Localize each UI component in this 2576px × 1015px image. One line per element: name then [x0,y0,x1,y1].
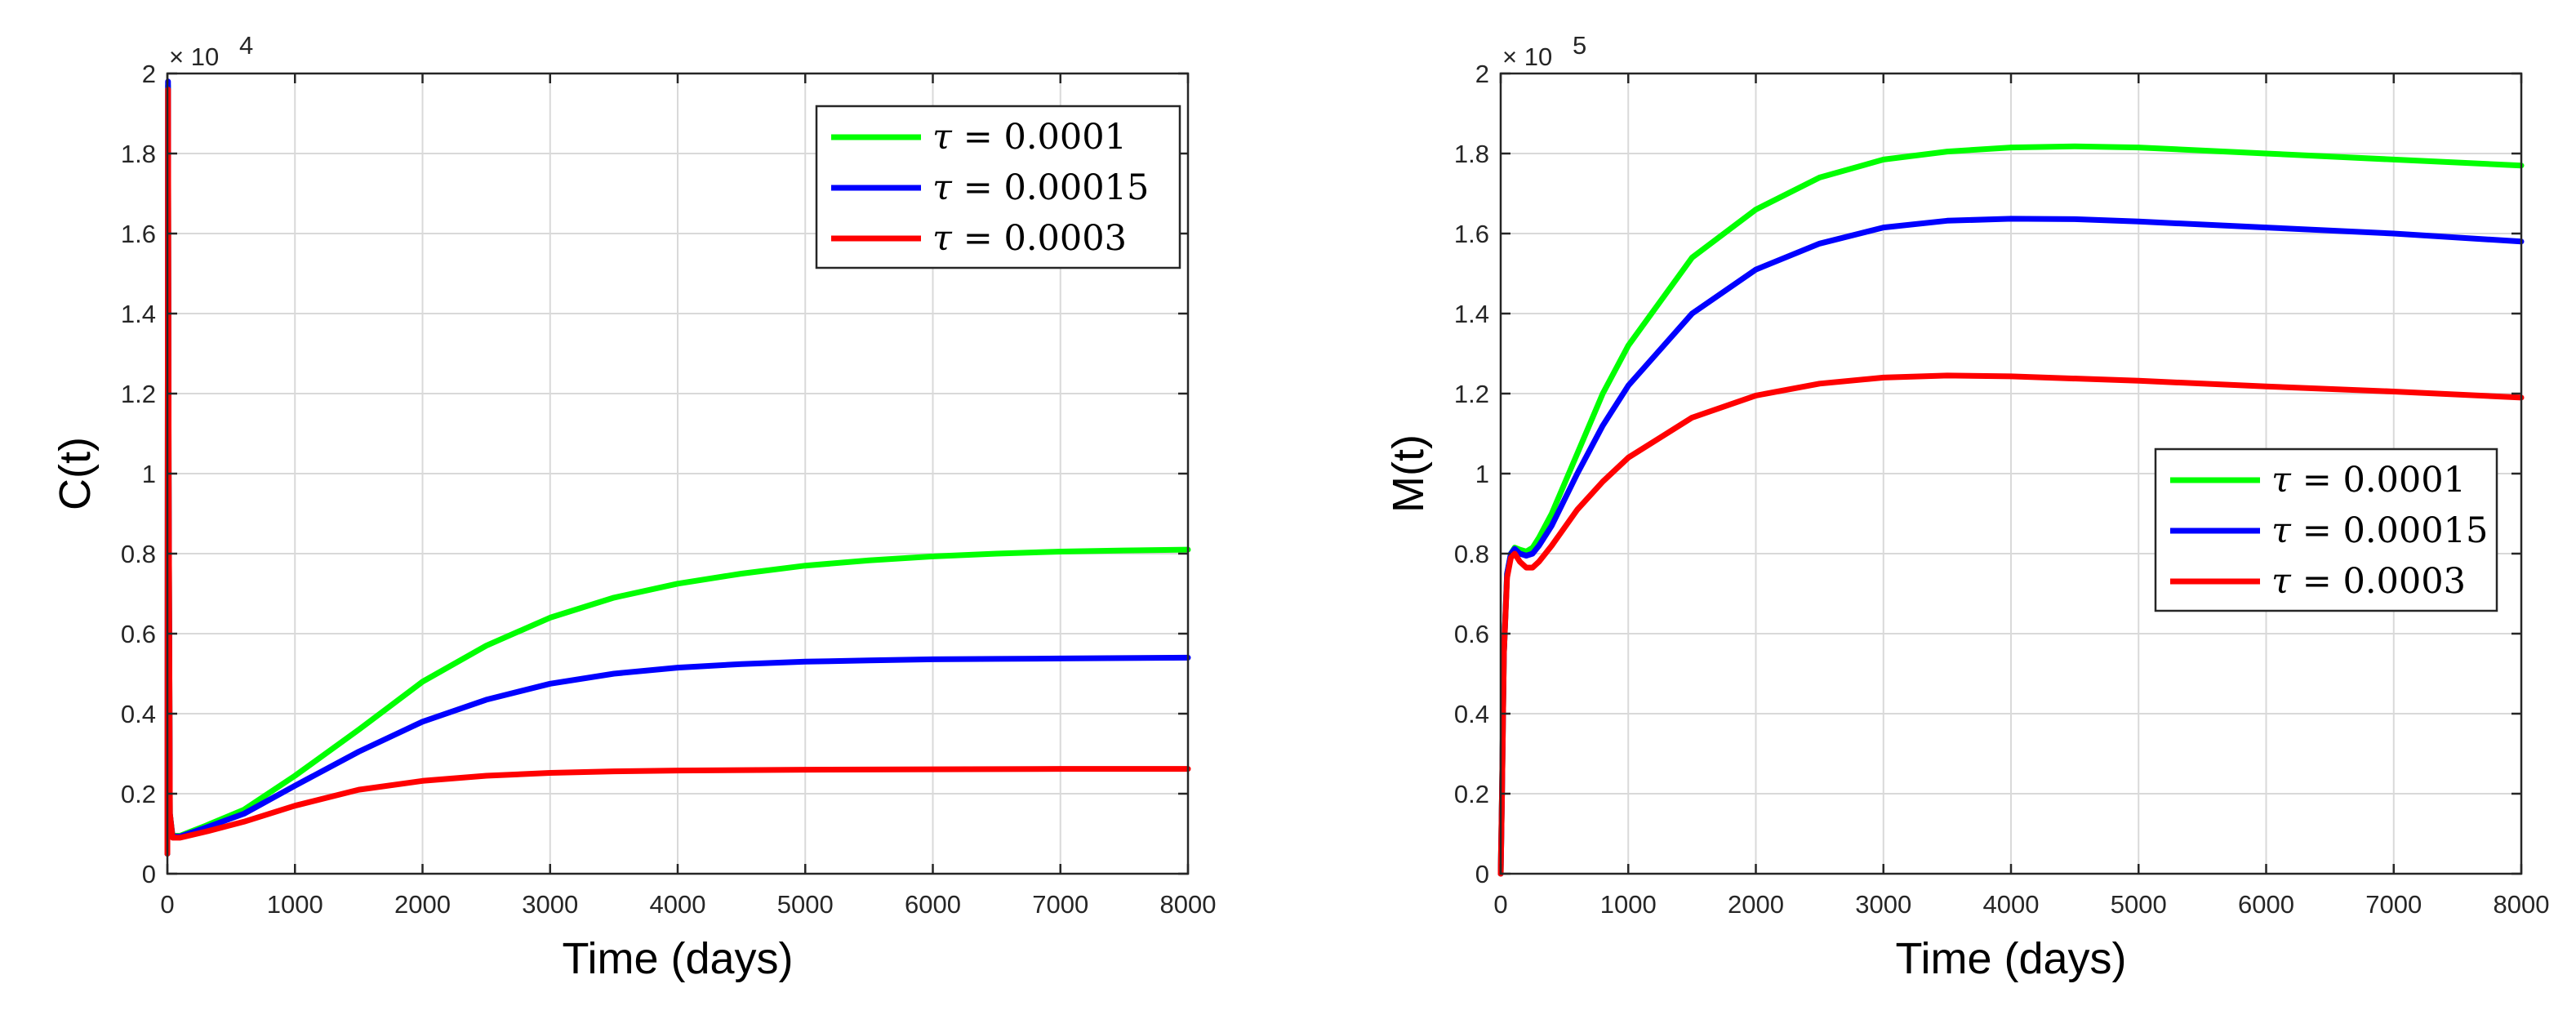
panel-m: 0 1000 2000 3000 4000 5000 6000 7000 8000 0 0.2 0.4… [1384,31,2549,983]
x-tick-label: 6000 [905,890,961,919]
y-tick-label: 0 [1475,860,1489,888]
x-tick-label: 4000 [1983,890,2040,919]
legend-label-tau-0.0001: = 0.0001 [2302,460,2466,501]
legend-label-tau-0.0003: = 0.0003 [963,218,1127,259]
y-tick-label: 2 [142,60,156,88]
x-tick-label: 3000 [522,890,578,919]
y-tick-label: 1.4 [121,300,156,328]
x-tick-label: 2000 [394,890,451,919]
x-tick-label: 4000 [650,890,706,919]
svg-text:τ= 0.0003: τ = 0.0003 [2271,561,2466,602]
y-tick-label: 1.6 [121,220,156,248]
y-tick-label: 0.8 [1454,540,1489,568]
y-tick-label: 1.6 [1454,220,1489,248]
y-tick-label: 1.2 [121,380,156,408]
y-tick-label: 0.4 [121,700,156,728]
legend: τ = 0.0001 τ = 0.00015 τ = 0.0003 [815,105,1181,269]
legend-label-tau-0.0001: = 0.0001 [963,117,1127,158]
legend-tau-symbol: τ [932,117,953,158]
panel-c: 0 1000 2000 3000 4000 5000 6000 7000 8000 0 0.2 0.4… [51,31,1216,983]
x-tick-label: 0 [160,890,174,919]
y-exponent-label: × 10 [1502,42,1552,71]
x-tick-label: 7000 [1032,890,1088,919]
legend-tau-symbol: τ [2271,561,2292,602]
series-layer [164,78,1191,857]
legend-label-tau-0.00015: = 0.00015 [2302,510,2489,551]
series-layer [1497,143,2525,877]
x-tick-label: 3000 [1855,890,1911,919]
x-tick-label: 1000 [267,890,323,919]
y-tick-label: 1.8 [121,140,156,168]
x-axis-title: Time (days) [562,934,793,983]
x-tick-label: 2000 [1728,890,1784,919]
x-tick-label: 6000 [2238,890,2294,919]
svg-text:τ= 0.0001: τ = 0.0001 [2271,460,2466,501]
legend-tau-symbol: τ [2271,510,2292,551]
x-tick-label: 0 [1493,890,1507,919]
legend-label-tau-0.00015: = 0.00015 [963,167,1150,208]
y-tick-label: 2 [1475,60,1489,88]
y-tick-label: 1.8 [1454,140,1489,168]
y-tick-label: 0 [142,860,156,888]
legend-label-tau-0.0003: = 0.0003 [2302,561,2466,602]
y-exponent-power: 4 [239,31,253,60]
svg-text:τ= 0.00015: τ = 0.00015 [2271,510,2488,551]
y-axis-title: M(t) [1384,434,1433,513]
y-axis-title: C(t) [51,437,100,510]
x-tick-label: 1000 [1600,890,1657,919]
legend-tau-symbol: τ [932,218,953,259]
x-tick-label: 8000 [2494,890,2550,919]
y-tick-label: 0.8 [121,540,156,568]
svg-text:τ= 0.0001: τ = 0.0001 [932,117,1127,158]
y-tick-label: 1 [1475,460,1489,488]
y-tick-label: 0.4 [1454,700,1489,728]
y-tick-label: 1.2 [1454,380,1489,408]
x-tick-label: 8000 [1160,890,1217,919]
series-line-tau-0.0003 [1497,372,2525,877]
x-axis-title: Time (days) [1895,934,2126,983]
ticks: 0 1000 2000 3000 4000 5000 6000 7000 8000 0 0.2 0.4… [121,60,1217,919]
y-exponent-label: × 10 [169,42,219,71]
legend-tau-symbol: τ [2271,460,2292,501]
y-tick-label: 0.6 [121,620,156,648]
grid [167,73,1189,875]
series-line-tau-0.0003 [164,87,1191,857]
ticks: 0 1000 2000 3000 4000 5000 6000 7000 8000 0 0.2 0.4… [1454,60,2550,919]
y-tick-label: 0.2 [121,780,156,808]
y-tick-label: 0.6 [1454,620,1489,648]
legend: τ = 0.0001 τ = 0.00015 τ = 0.0003 [2154,447,2498,612]
x-tick-label: 7000 [2365,890,2422,919]
y-tick-label: 1 [142,460,156,488]
y-tick-label: 1.4 [1454,300,1489,328]
svg-text:τ= 0.00015: τ = 0.00015 [932,167,1149,208]
y-tick-label: 0.2 [1454,780,1489,808]
x-tick-label: 5000 [2111,890,2167,919]
legend-tau-symbol: τ [932,167,953,208]
y-exponent-power: 5 [1573,31,1586,60]
svg-text:τ= 0.0003: τ = 0.0003 [932,218,1127,259]
x-tick-label: 5000 [777,890,834,919]
